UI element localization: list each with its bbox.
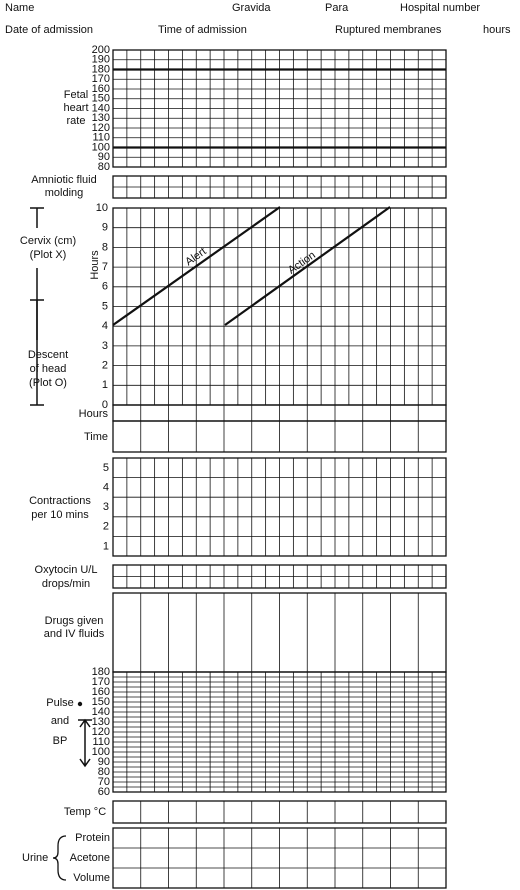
- cervix-bracket: [30, 207, 44, 406]
- section-label: rate: [67, 115, 86, 127]
- header-field: Time of admission: [158, 24, 247, 36]
- scale-label: 200: [92, 44, 110, 56]
- scale-label: 70: [98, 776, 110, 788]
- section-label: Oxytocin U/L: [35, 564, 98, 576]
- scale-label: 130: [92, 716, 110, 728]
- header-field: hours: [483, 24, 511, 36]
- scale-label: 110: [92, 736, 110, 748]
- header-field: Para: [325, 2, 349, 14]
- section-label: Descent: [28, 349, 68, 361]
- section-label: heart: [63, 102, 88, 114]
- section-label: Cervix (cm): [20, 235, 76, 247]
- descent-bracket: [30, 299, 44, 340]
- header-field: Name: [5, 2, 34, 14]
- scale-label: 180: [92, 666, 110, 678]
- scale-label: 5: [102, 300, 108, 312]
- bp-arrow: [78, 718, 92, 768]
- scale-label: 180: [92, 63, 110, 75]
- section-label: of head: [30, 363, 67, 375]
- header-field: Gravida: [232, 2, 271, 14]
- scale-label: 160: [92, 686, 110, 698]
- section-label: Contractions: [29, 495, 91, 507]
- scale-label: 110: [92, 132, 110, 144]
- row-label: Acetone: [70, 852, 110, 864]
- scale-label: 5: [103, 462, 109, 474]
- scale-label: 8: [102, 241, 108, 253]
- section-label: Amniotic fluid: [31, 174, 96, 186]
- section-label: per 10 mins: [31, 509, 89, 521]
- section-label: Drugs given: [45, 615, 104, 627]
- scale-label: 170: [92, 73, 110, 85]
- and-label: and: [51, 715, 69, 727]
- scale-label: 140: [92, 706, 110, 718]
- alert-line: [112, 206, 281, 326]
- section-label: Fetal: [64, 89, 88, 101]
- scale-label: 140: [92, 102, 110, 114]
- scale-label: 6: [102, 281, 108, 293]
- scale-label: 10: [96, 202, 108, 214]
- axis-label: Hours: [89, 250, 101, 280]
- scale-label: 190: [92, 54, 110, 66]
- scale-label: 60: [98, 786, 110, 798]
- row-label: Protein: [75, 832, 110, 844]
- scale-label: 80: [98, 161, 110, 173]
- header-field: Date of admission: [5, 24, 93, 36]
- scale-label: 0: [102, 399, 108, 411]
- section-label: molding: [45, 187, 84, 199]
- scale-label: 100: [92, 141, 110, 153]
- scale-label: 120: [92, 726, 110, 738]
- scale-label: 100: [92, 746, 110, 758]
- row-label: Time: [84, 431, 108, 443]
- scale-label: 7: [102, 261, 108, 273]
- scale-label: 120: [92, 122, 110, 134]
- scale-label: 150: [92, 93, 110, 105]
- scale-label: 170: [92, 676, 110, 688]
- header-field: Ruptured membranes: [335, 24, 442, 36]
- section-label: Urine: [22, 852, 48, 864]
- pulse-label: Pulse: [46, 697, 74, 709]
- action-line: [224, 206, 391, 326]
- scale-label: 160: [92, 83, 110, 95]
- scale-label: 9: [102, 222, 108, 234]
- scale-label: 90: [98, 756, 110, 768]
- scale-label: 3: [102, 340, 108, 352]
- scale-label: 2: [102, 360, 108, 372]
- section-label: and IV fluids: [44, 628, 105, 640]
- section-label: Temp °C: [64, 806, 106, 818]
- scale-label: 80: [98, 766, 110, 778]
- scale-label: 150: [92, 696, 110, 708]
- header-field: Hospital number: [400, 2, 480, 14]
- section-label: drops/min: [42, 578, 90, 590]
- section-label: (Plot O): [29, 377, 67, 389]
- scale-label: 3: [103, 501, 109, 513]
- scale-label: 4: [103, 482, 109, 494]
- scale-label: 1: [102, 379, 108, 391]
- pulse-dot: [77, 701, 83, 707]
- row-label: Hours: [79, 408, 109, 420]
- scale-label: 1: [103, 540, 109, 552]
- scale-label: 4: [102, 320, 108, 332]
- section-label: (Plot X): [30, 249, 67, 261]
- scale-label: 130: [92, 112, 110, 124]
- row-label: Volume: [73, 872, 110, 884]
- urine-brace: [52, 835, 67, 881]
- scale-label: 90: [98, 151, 110, 163]
- scale-label: 2: [103, 521, 109, 533]
- bp-label: BP: [53, 735, 68, 747]
